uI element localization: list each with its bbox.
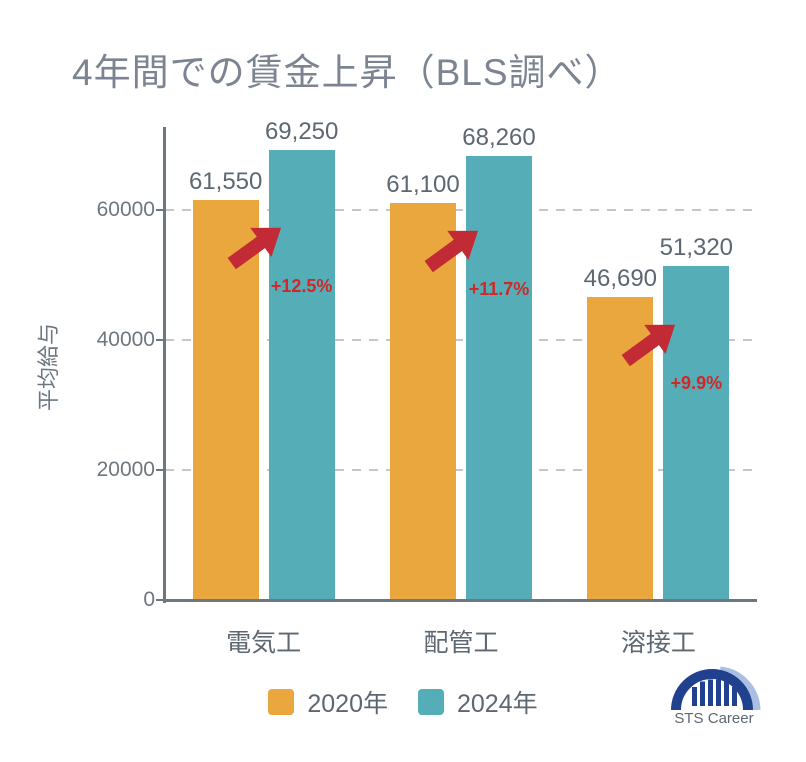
category-label: 配管工 [423, 629, 499, 657]
logo-bridge-arch-icon [671, 669, 753, 711]
y-tick-label: 40000 [96, 328, 155, 351]
increase-label: +12.5% [270, 275, 333, 296]
legend: 2020年 2024年 [0, 684, 806, 720]
increase-arrow-icon [621, 324, 676, 366]
legend-label: 2020年 [307, 690, 388, 718]
bar-2024年-電気工 [268, 149, 335, 600]
legend-swatch [418, 689, 444, 715]
logo-bridge-pillar-icon [716, 679, 721, 706]
x-axis-line [163, 599, 757, 602]
legend-label: 2024年 [457, 690, 538, 718]
y-axis-label: 平均給与 [36, 322, 61, 412]
legend-swatch [268, 689, 295, 715]
bar-value-label: 61,100 [386, 170, 460, 198]
sts-career-logo: STS Career [671, 666, 761, 727]
bar-value-label: 68,260 [462, 124, 536, 152]
gridline-60000 [165, 209, 757, 211]
increase-label: +11.7% [468, 278, 530, 299]
y-tick-mark [156, 599, 165, 601]
bar-value-label: 61,550 [188, 167, 263, 195]
y-axis-line [163, 127, 166, 603]
bar-2024年-配管工 [466, 156, 532, 600]
bar-2024年-溶接工 [663, 266, 730, 600]
legend-item-2024年: 2024年 [418, 684, 538, 720]
increase-label: +9.9% [670, 372, 723, 393]
y-tick-label: 20000 [96, 458, 155, 481]
gridline-40000 [165, 339, 757, 341]
y-tick-mark [156, 469, 165, 471]
y-tick-label: 0 [143, 588, 155, 611]
increase-arrow-icon [424, 230, 479, 273]
gridline-20000 [165, 469, 757, 471]
y-tick-mark [156, 209, 165, 211]
legend-item-2020年: 2020年 [268, 684, 388, 720]
bar-2020年-配管工 [390, 202, 456, 600]
logo-bridge-pillar-icon [700, 681, 705, 706]
logo-bridge-pillar-icon [732, 687, 737, 706]
bar-value-label: 69,250 [264, 117, 339, 145]
y-tick-label: 60000 [96, 198, 155, 221]
category-label: 電気工 [226, 629, 302, 657]
logo-bridge-pillar-icon [692, 687, 697, 706]
logo-bridge-pillar-icon [724, 681, 729, 706]
y-tick-mark [156, 339, 165, 341]
bar-value-label: 46,690 [583, 264, 658, 292]
category-label: 溶接工 [620, 629, 696, 657]
chart-title: 4年間での賃金上昇（BLS調べ） [72, 52, 623, 93]
bar-value-label: 51,320 [659, 234, 734, 262]
logo-text: STS Career [674, 710, 753, 727]
increase-arrow-icon [227, 227, 281, 270]
logo-bridge-pillar-icon [708, 679, 713, 706]
bar-2020年-電気工 [192, 199, 259, 600]
